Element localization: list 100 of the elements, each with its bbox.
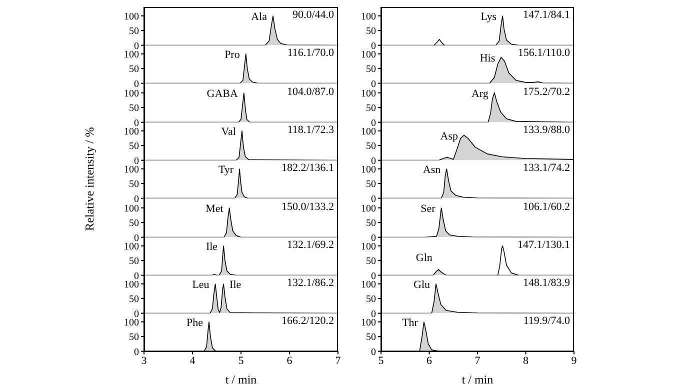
annotation: 116.1/70.0 [287, 47, 334, 60]
annotation: 104.0/87.0 [286, 86, 334, 98]
y-tick-label: 0 [134, 232, 140, 244]
y-tick-label: 100 [361, 241, 376, 252]
y-tick-label: 0 [371, 308, 376, 320]
annotation: 119.9/74.0 [523, 315, 570, 328]
annotation: 147.1/84.1 [522, 9, 570, 21]
annotation: 148.1/83.9 [522, 277, 570, 290]
y-tick-label: 100 [361, 11, 376, 22]
annotation: Thr [402, 317, 418, 330]
y-tick-label: 100 [361, 50, 376, 61]
y-tick-label: 100 [361, 88, 376, 99]
annotation: 147.1/130.1 [517, 238, 570, 251]
y-tick-label: 0 [134, 79, 140, 90]
y-tick-label: 100 [361, 126, 376, 138]
y-tick-label: 0 [371, 117, 376, 128]
y-tick-label: 100 [124, 279, 140, 290]
x-tick-label: 6 [426, 356, 432, 368]
annotation: Gln [416, 252, 433, 264]
annotation: 106.1/60.2 [522, 200, 570, 212]
y-tick-label: 50 [129, 294, 140, 306]
y-tick-label: 100 [361, 318, 376, 329]
annotation: Leu [192, 278, 210, 291]
y-tick-label: 100 [124, 88, 140, 99]
annotation: 118.1/72.3 [287, 124, 334, 136]
x-tick-label: 7 [474, 356, 481, 368]
y-tick-label: 50 [366, 218, 376, 229]
y-tick-label: 50 [366, 141, 376, 152]
y-tick-label: 0 [371, 156, 376, 167]
y-tick-label: 100 [124, 318, 140, 329]
y-tick-label: 0 [371, 79, 376, 90]
annotation: Asn [422, 164, 442, 176]
y-tick-label: 0 [371, 40, 376, 52]
y-tick-label: 50 [366, 26, 376, 38]
x-tick-label: 6 [286, 356, 293, 368]
annotation: 166.2/120.2 [281, 315, 334, 328]
y-tick-label: 50 [366, 256, 376, 267]
y-tick-label: 0 [371, 347, 376, 358]
annotation: 90.0/44.0 [292, 9, 334, 21]
y-tick-label: 0 [134, 270, 140, 282]
y-tick-label: 100 [361, 202, 376, 214]
annotation: Asp [440, 130, 458, 142]
y-tick-label: 50 [129, 26, 140, 38]
y-tick-label: 50 [129, 218, 140, 229]
y-tick-label: 0 [371, 194, 376, 206]
x-tick-label: 5 [238, 356, 244, 368]
annotation: Pro [224, 49, 240, 62]
x-tick-label: 9 [571, 356, 578, 368]
annotation: 150.0/133.2 [281, 200, 334, 212]
x-tick-label: 3 [141, 356, 148, 368]
y-tick-label: 100 [124, 202, 140, 214]
annotation: Arg [471, 87, 489, 100]
x-tick-label: 8 [522, 356, 529, 368]
annotation: Ile [230, 278, 242, 291]
y-tick-label: 50 [366, 294, 376, 306]
y-tick-label: 50 [366, 332, 376, 344]
annotation: 156.1/110.0 [518, 47, 570, 60]
y-tick-label: 0 [371, 270, 376, 282]
line-series [497, 245, 519, 276]
x-tick-label: 4 [190, 356, 196, 368]
annotation: 132.1/86.2 [286, 277, 334, 290]
annotation: Ala [251, 10, 268, 23]
y-tick-label: 50 [366, 102, 376, 114]
y-tick-label: 50 [366, 64, 376, 76]
y-tick-label: 50 [129, 141, 140, 152]
y-tick-label: 50 [129, 64, 140, 76]
y-tick-label: 50 [129, 179, 140, 190]
annotation: Ser [420, 202, 436, 214]
annotation: Val [221, 126, 236, 138]
annotation: Lys [480, 10, 497, 23]
y-tick-label: 100 [124, 50, 140, 61]
y-tick-label: 0 [371, 232, 376, 244]
y-tick-label: 50 [129, 332, 140, 344]
y-tick-label: 0 [134, 308, 140, 320]
annotation: 175.2/70.2 [522, 86, 570, 98]
y-tick-label: 50 [366, 179, 376, 190]
annotation: Glu [414, 278, 431, 291]
y-tick-label: 0 [134, 117, 140, 128]
y-tick-label: 100 [361, 164, 376, 176]
annotation: 133.9/88.0 [522, 124, 570, 136]
y-tick-label: 50 [129, 256, 140, 267]
y-tick-label: 0 [134, 194, 140, 206]
y-tick-label: 50 [129, 102, 140, 114]
x-axis-title: t / min [225, 372, 257, 386]
y-tick-label: 100 [124, 241, 140, 252]
x-tick-label: 7 [335, 356, 342, 368]
y-axis-title: Relative intensity / % [82, 128, 98, 232]
y-tick-label: 100 [124, 126, 140, 138]
annotation: 133.1/74.2 [522, 162, 570, 174]
y-tick-label: 0 [134, 40, 140, 52]
annotation: 132.1/69.2 [286, 238, 334, 251]
y-tick-label: 100 [361, 279, 376, 290]
y-tick-label: 100 [124, 11, 140, 22]
annotation: 182.2/136.1 [281, 162, 334, 174]
x-tick-label: 5 [378, 356, 384, 368]
x-axis-title: t / min [462, 372, 494, 386]
annotation: Tyr [218, 164, 234, 176]
annotation: His [480, 52, 496, 65]
y-tick-label: 0 [134, 156, 140, 167]
y-tick-label: 0 [134, 347, 140, 358]
